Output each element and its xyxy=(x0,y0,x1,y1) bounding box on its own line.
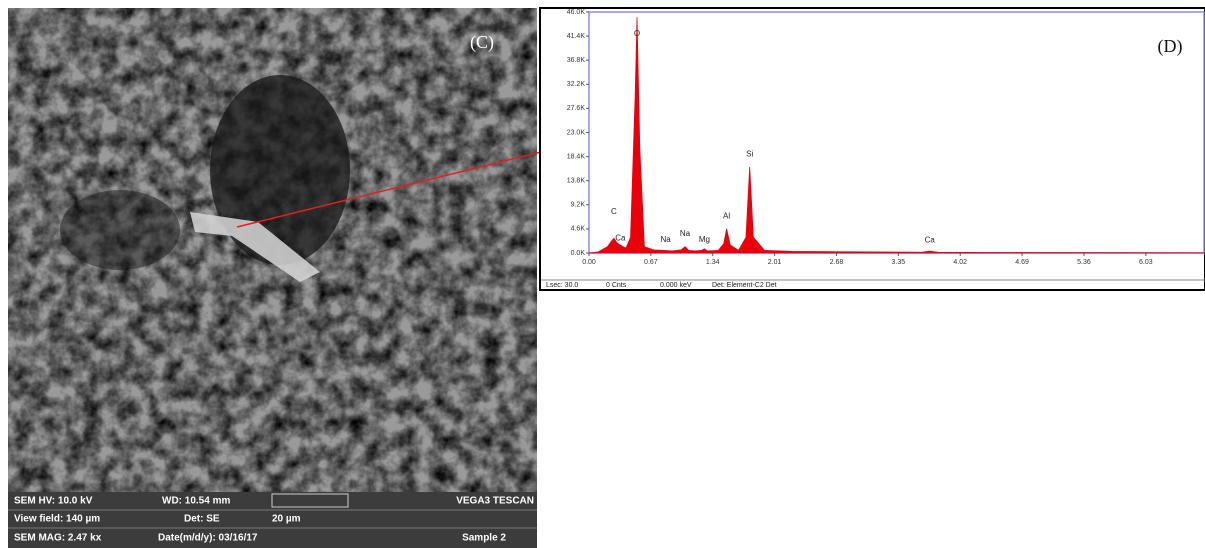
sem-cavity xyxy=(60,190,180,270)
element-label: Al xyxy=(723,211,730,220)
element-label: Na xyxy=(661,235,672,244)
sem-info: SEM HV: 10.0 kV xyxy=(14,496,93,507)
x-tick-label: 0.00 xyxy=(582,259,596,266)
element-label: Si xyxy=(746,150,753,159)
y-tick-label: 27.6K xyxy=(567,105,586,112)
sem-info: View field: 140 µm xyxy=(14,514,100,525)
pointer-line xyxy=(236,151,542,228)
panel-label: (D) xyxy=(1158,36,1183,57)
element-label: Mg xyxy=(699,235,710,244)
spectrum-panel xyxy=(539,7,1205,291)
y-tick-label: 13.8K xyxy=(567,178,586,185)
x-tick-label: 2.68 xyxy=(830,259,844,266)
x-tick-label: 4.02 xyxy=(953,259,967,266)
y-tick-label: 32.2K xyxy=(567,81,586,88)
x-tick-label: 5.36 xyxy=(1077,259,1091,266)
y-tick-label: 23.0K xyxy=(567,129,586,136)
status-text: 0 Cnts xyxy=(606,282,627,289)
y-tick-label: 4.6K xyxy=(571,226,586,233)
sem-image: SEM HV: 10.0 kV WD: 10.54 mm VEGA3 TESCA… xyxy=(8,8,537,548)
element-label: C xyxy=(611,207,617,216)
element-label: Ca xyxy=(615,233,626,242)
status-text: 0.000 keV xyxy=(660,282,692,289)
sem-info: WD: 10.54 mm xyxy=(162,496,230,507)
status-text: Det: Element-C2 Det xyxy=(712,282,777,289)
status-text: Lsec: 30.0 xyxy=(546,282,578,289)
sem-info: 20 µm xyxy=(272,514,301,525)
x-tick-label: 4.69 xyxy=(1015,259,1029,266)
element-label: Ca xyxy=(925,236,936,245)
y-tick-label: 41.4K xyxy=(567,33,586,40)
scale-bar xyxy=(271,493,349,508)
element-label: O xyxy=(634,29,640,38)
element-label: Na xyxy=(680,229,691,238)
spectrum-chart: 0.0K 4.6K 9.2K 13.8K 18.4K 23.0K 27.6K 32.2K 36.… xyxy=(546,9,1205,289)
x-tick-label: 1.34 xyxy=(706,259,720,266)
sem-info: VEGA3 TESCAN xyxy=(456,496,534,507)
y-tick-label: 46.0K xyxy=(567,9,586,16)
x-tick-label: 3.35 xyxy=(892,259,906,266)
sem-crystal xyxy=(190,212,320,282)
x-tick-label: 2.01 xyxy=(768,259,782,266)
sem-info: Det: SE xyxy=(184,514,220,525)
y-tick-label: 9.2K xyxy=(571,202,586,209)
sem-info: Date(m/d/y): 03/16/17 xyxy=(158,533,258,544)
spectrum-area xyxy=(588,17,1205,254)
y-tick-label: 36.8K xyxy=(567,57,586,64)
x-tick-label: 0.67 xyxy=(644,259,658,266)
sem-info: Sample 2 xyxy=(462,533,506,544)
sem-info: SEM MAG: 2.47 kx xyxy=(14,533,102,544)
y-tick-label: 0.0K xyxy=(571,250,586,257)
panel-label: (C) xyxy=(470,32,494,53)
x-tick-label: 6.03 xyxy=(1139,259,1153,266)
sem-cavity xyxy=(210,75,350,265)
y-tick-label: 18.4K xyxy=(567,153,586,160)
